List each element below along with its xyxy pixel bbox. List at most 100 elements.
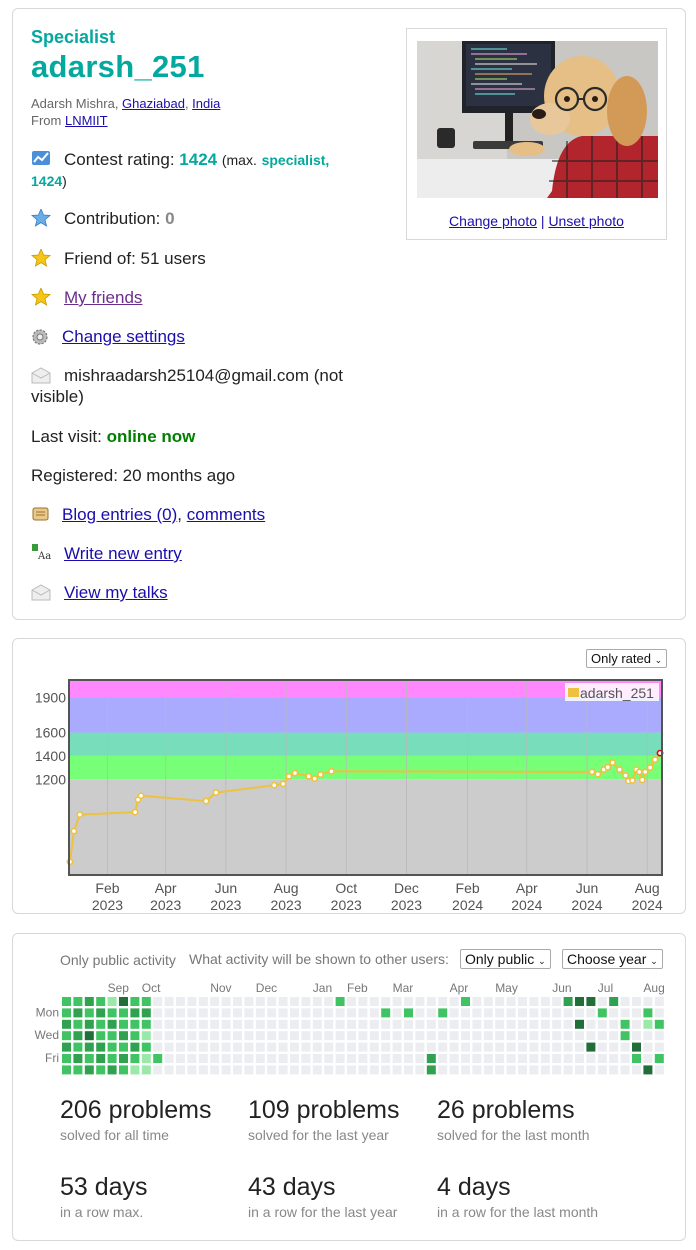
activity-cell[interactable] xyxy=(198,1042,208,1052)
activity-cell[interactable] xyxy=(290,1065,299,1075)
rating-point[interactable] xyxy=(628,777,636,784)
activity-cell[interactable] xyxy=(198,1031,208,1041)
activity-cell[interactable] xyxy=(392,1042,402,1052)
activity-cell[interactable] xyxy=(290,1042,299,1052)
activity-cell[interactable] xyxy=(233,1031,242,1041)
activity-cell[interactable] xyxy=(301,997,311,1006)
activity-cell[interactable] xyxy=(244,1065,254,1075)
activity-cell[interactable] xyxy=(643,1054,653,1063)
activity-cell[interactable] xyxy=(141,1031,151,1041)
activity-cell[interactable] xyxy=(495,1031,505,1041)
activity-cell[interactable] xyxy=(176,1008,185,1018)
activity-cell[interactable] xyxy=(358,1042,368,1052)
activity-cell[interactable] xyxy=(620,1008,630,1018)
activity-cell[interactable] xyxy=(153,1054,163,1063)
activity-cell[interactable] xyxy=(483,1008,493,1018)
activity-cell[interactable] xyxy=(426,1031,436,1041)
activity-cell[interactable] xyxy=(130,1065,140,1075)
activity-cell[interactable] xyxy=(620,1042,630,1052)
activity-cell[interactable] xyxy=(62,1008,71,1018)
activity-cell[interactable] xyxy=(609,1065,619,1075)
activity-cell[interactable] xyxy=(563,1019,573,1029)
rating-point[interactable] xyxy=(641,768,649,776)
activity-cell[interactable] xyxy=(187,1019,197,1029)
activity-cell[interactable] xyxy=(632,1008,641,1018)
activity-cell[interactable] xyxy=(506,1065,516,1075)
activity-cell[interactable] xyxy=(404,997,413,1006)
activity-cell[interactable] xyxy=(176,1031,185,1041)
unset-photo-link[interactable]: Unset photo xyxy=(548,213,624,229)
activity-cell[interactable] xyxy=(244,1008,254,1018)
activity-cell[interactable] xyxy=(449,1042,459,1052)
activity-cell[interactable] xyxy=(518,1008,527,1018)
activity-cell[interactable] xyxy=(324,1042,334,1052)
activity-cell[interactable] xyxy=(153,1031,163,1041)
activity-cell[interactable] xyxy=(96,1031,106,1041)
rating-point[interactable] xyxy=(291,769,299,777)
activity-cell[interactable] xyxy=(119,1008,128,1018)
activity-cell[interactable] xyxy=(176,997,185,1006)
activity-cell[interactable] xyxy=(198,1065,208,1075)
activity-cell[interactable] xyxy=(552,1008,562,1018)
activity-cell[interactable] xyxy=(62,1065,71,1075)
activity-cell[interactable] xyxy=(529,997,539,1006)
activity-cell[interactable] xyxy=(438,1065,448,1075)
activity-cell[interactable] xyxy=(244,1031,254,1041)
activity-cell[interactable] xyxy=(632,1065,641,1075)
activity-cell[interactable] xyxy=(221,1054,231,1063)
activity-cell[interactable] xyxy=(392,1054,402,1063)
activity-cell[interactable] xyxy=(278,1008,288,1018)
activity-cell[interactable] xyxy=(187,997,197,1006)
rating-filter-select[interactable]: Only rated ⌄ xyxy=(586,649,668,668)
activity-cell[interactable] xyxy=(233,1065,242,1075)
activity-cell[interactable] xyxy=(369,1031,379,1041)
activity-cell[interactable] xyxy=(324,1019,334,1029)
activity-cell[interactable] xyxy=(233,1019,242,1029)
rating-point[interactable] xyxy=(609,759,617,766)
activity-cell[interactable] xyxy=(506,1054,516,1063)
activity-cell[interactable] xyxy=(540,1019,550,1029)
activity-cell[interactable] xyxy=(301,1008,311,1018)
activity-cell[interactable] xyxy=(255,1042,265,1052)
activity-cell[interactable] xyxy=(392,997,402,1006)
activity-cell[interactable] xyxy=(290,1031,299,1041)
activity-cell[interactable] xyxy=(107,1019,117,1029)
activity-cell[interactable] xyxy=(164,1008,174,1018)
activity-cell[interactable] xyxy=(267,1065,277,1075)
activity-cell[interactable] xyxy=(415,1008,425,1018)
activity-cell[interactable] xyxy=(312,1031,322,1041)
activity-cell[interactable] xyxy=(358,1019,368,1029)
rating-point[interactable] xyxy=(328,767,335,775)
activity-cell[interactable] xyxy=(73,1065,83,1075)
activity-cell[interactable] xyxy=(632,1031,641,1041)
activity-cell[interactable] xyxy=(620,1019,630,1029)
activity-cell[interactable] xyxy=(221,1031,231,1041)
activity-cell[interactable] xyxy=(141,1054,151,1063)
activity-cell[interactable] xyxy=(119,1031,128,1041)
activity-cell[interactable] xyxy=(552,1019,562,1029)
rating-point[interactable] xyxy=(212,789,220,796)
activity-cell[interactable] xyxy=(301,1019,311,1029)
activity-cell[interactable] xyxy=(415,1019,425,1029)
activity-cell[interactable] xyxy=(164,1054,174,1063)
activity-cell[interactable] xyxy=(347,1031,356,1041)
activity-cell[interactable] xyxy=(358,1031,368,1041)
activity-cell[interactable] xyxy=(483,997,493,1006)
activity-cell[interactable] xyxy=(540,1054,550,1063)
rating-point[interactable] xyxy=(616,766,623,773)
activity-cell[interactable] xyxy=(495,997,505,1006)
activity-cell[interactable] xyxy=(324,997,334,1006)
activity-cell[interactable] xyxy=(73,1019,83,1029)
rating-point[interactable] xyxy=(622,771,629,779)
activity-cell[interactable] xyxy=(255,1008,265,1018)
activity-cell[interactable] xyxy=(461,1019,470,1029)
activity-cell[interactable] xyxy=(164,1031,174,1041)
activity-cell[interactable] xyxy=(518,1054,527,1063)
activity-cell[interactable] xyxy=(153,997,163,1006)
activity-cell[interactable] xyxy=(119,997,128,1006)
activity-cell[interactable] xyxy=(586,1031,596,1041)
activity-cell[interactable] xyxy=(233,1008,242,1018)
activity-cell[interactable] xyxy=(153,1065,163,1075)
activity-cell[interactable] xyxy=(335,1065,345,1075)
activity-cell[interactable] xyxy=(96,997,106,1006)
